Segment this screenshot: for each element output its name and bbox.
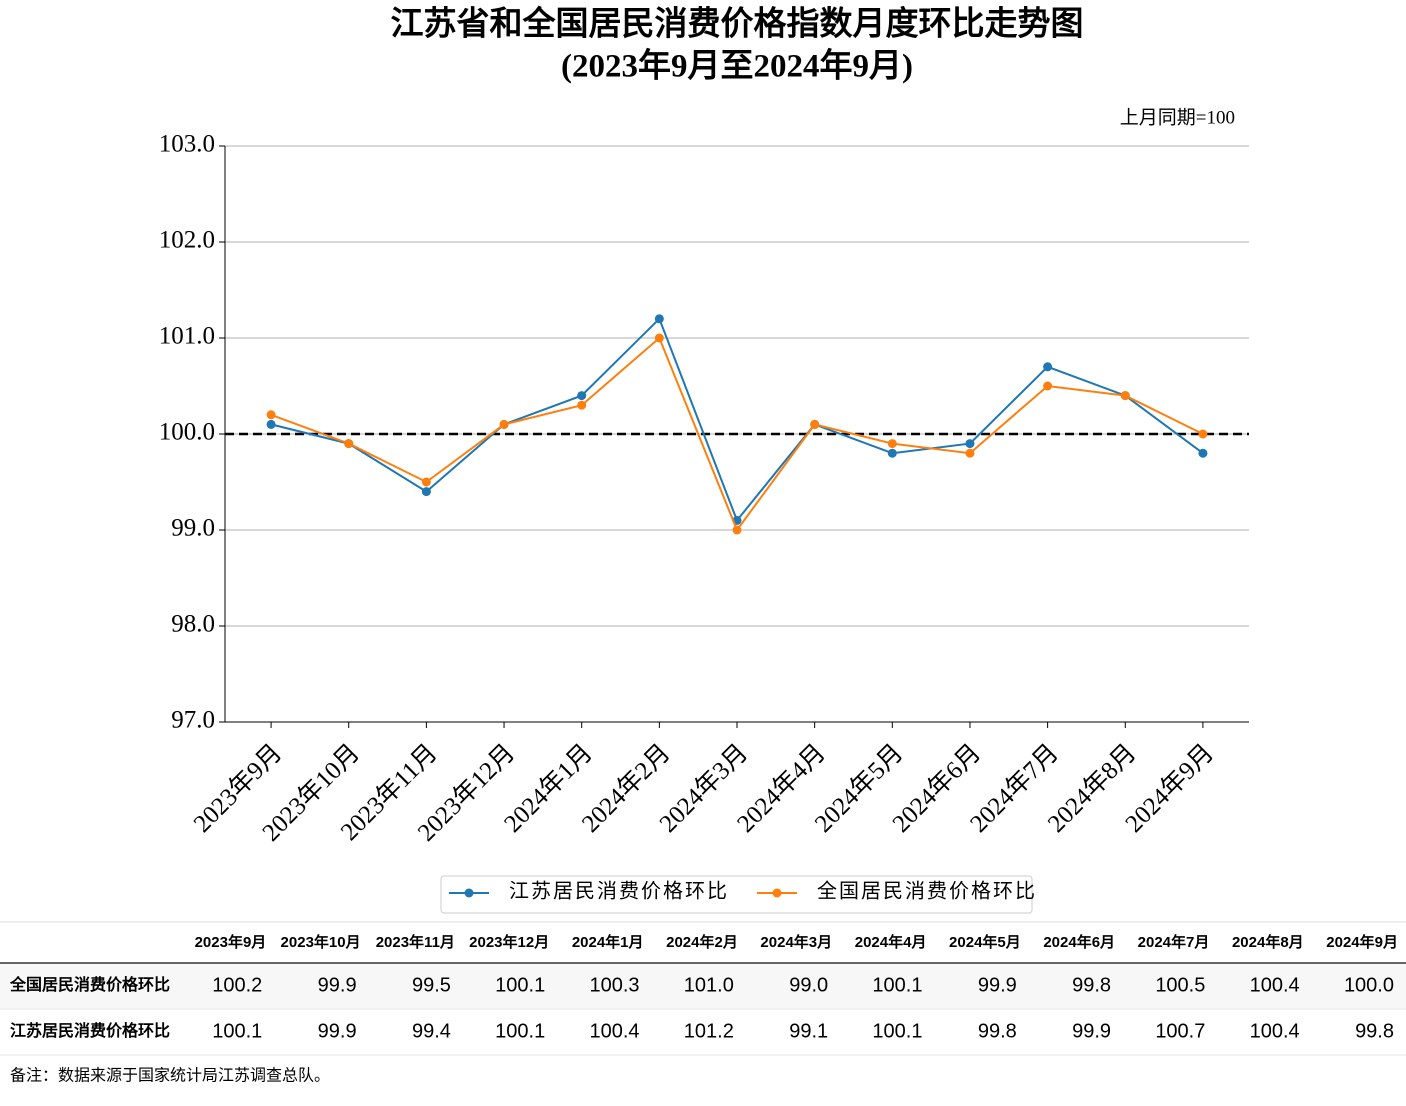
point bbox=[654, 314, 664, 324]
table-header: 2024年1月 bbox=[572, 933, 644, 951]
legend-label: 全国居民消费价格环比 bbox=[817, 880, 1037, 903]
table-header: 2024年4月 bbox=[855, 933, 927, 951]
y-tick-label: 101.0 bbox=[159, 323, 215, 350]
point bbox=[654, 333, 664, 343]
table-cell: 100.1 bbox=[495, 1020, 545, 1042]
table-cell: 100.1 bbox=[495, 974, 545, 996]
table-cell: 100.1 bbox=[872, 1020, 922, 1042]
table-header: 2024年8月 bbox=[1232, 933, 1304, 951]
table-cell: 99.9 bbox=[318, 1020, 357, 1042]
table-cell: 99.5 bbox=[412, 974, 451, 996]
table-cell: 100.4 bbox=[1250, 974, 1300, 996]
y-tick-label: 98.0 bbox=[171, 611, 215, 638]
table-header: 2023年10月 bbox=[281, 933, 361, 951]
point bbox=[577, 391, 587, 401]
point bbox=[887, 448, 897, 458]
table-cell: 100.1 bbox=[872, 974, 922, 996]
table-cell: 100.0 bbox=[1344, 974, 1394, 996]
table-header: 2024年6月 bbox=[1043, 933, 1115, 951]
point bbox=[1198, 429, 1208, 439]
table-header: 2024年9月 bbox=[1326, 933, 1398, 951]
legend-box bbox=[440, 875, 1033, 914]
point bbox=[266, 419, 276, 429]
table-row-label: 江苏居民消费价格环比 bbox=[10, 1021, 170, 1040]
table-cell: 99.8 bbox=[1355, 1020, 1394, 1042]
point bbox=[965, 439, 975, 449]
y-tick-label: 100.0 bbox=[159, 419, 215, 446]
table-header: 2023年11月 bbox=[376, 933, 455, 951]
table-cell: 99.4 bbox=[412, 1020, 451, 1042]
table-cell: 99.1 bbox=[789, 1020, 828, 1042]
y-tick-label: 99.0 bbox=[171, 515, 215, 542]
table-cell: 99.9 bbox=[1072, 1020, 1111, 1042]
chart-title: 江苏省和全国居民消费价格指数月度环比走势图 bbox=[391, 5, 1084, 43]
point bbox=[887, 439, 897, 449]
series-line bbox=[270, 317, 1204, 523]
y-tick-label: 103.0 bbox=[159, 131, 215, 158]
point bbox=[965, 448, 975, 458]
table-cell: 101.2 bbox=[684, 1020, 734, 1042]
table-cell: 100.2 bbox=[212, 974, 262, 996]
point bbox=[1198, 448, 1208, 458]
point bbox=[266, 410, 276, 420]
y-tick-label: 102.0 bbox=[159, 227, 215, 254]
chart-subtitle: (2023年9月至2024年9月) bbox=[561, 48, 913, 85]
table-header: 2024年7月 bbox=[1138, 933, 1210, 951]
point bbox=[1043, 362, 1053, 372]
table-header: 2023年9月 bbox=[195, 933, 267, 951]
table-cell: 99.8 bbox=[978, 1020, 1017, 1042]
table-cell: 100.3 bbox=[589, 974, 639, 996]
table-cell: 100.7 bbox=[1155, 1020, 1205, 1042]
point bbox=[1120, 391, 1130, 401]
point bbox=[577, 400, 587, 410]
legend-marker bbox=[772, 888, 782, 898]
table-cell: 99.9 bbox=[978, 974, 1017, 996]
legend-marker bbox=[464, 888, 474, 898]
point bbox=[421, 487, 431, 497]
table-header: 2024年5月 bbox=[949, 933, 1021, 951]
point bbox=[1043, 381, 1053, 391]
point bbox=[810, 419, 820, 429]
point bbox=[344, 439, 354, 449]
table-cell: 100.5 bbox=[1155, 974, 1205, 996]
annotation: 上月同期=100 bbox=[1120, 106, 1235, 128]
table-row-label: 全国居民消费价格环比 bbox=[9, 975, 170, 994]
table-cell: 100.4 bbox=[589, 1020, 639, 1042]
table-cell: 100.1 bbox=[212, 1020, 262, 1042]
point bbox=[421, 477, 431, 487]
table-header: 2024年2月 bbox=[666, 933, 738, 951]
y-tick-label: 97.0 bbox=[171, 707, 215, 734]
legend-label: 江苏居民消费价格环比 bbox=[509, 880, 729, 903]
point bbox=[499, 419, 509, 429]
table-cell: 99.0 bbox=[789, 974, 828, 996]
table-row-bg bbox=[0, 963, 1406, 1009]
point bbox=[732, 525, 742, 535]
table-header: 2024年3月 bbox=[760, 933, 832, 951]
table-cell: 99.9 bbox=[318, 974, 357, 996]
table-cell: 99.8 bbox=[1072, 974, 1111, 996]
table-cell: 101.0 bbox=[684, 974, 734, 996]
table-cell: 100.4 bbox=[1250, 1020, 1300, 1042]
footnote: 备注：数据来源于国家统计局江苏调查总队。 bbox=[10, 1066, 330, 1085]
table-header: 2023年12月 bbox=[469, 933, 549, 951]
